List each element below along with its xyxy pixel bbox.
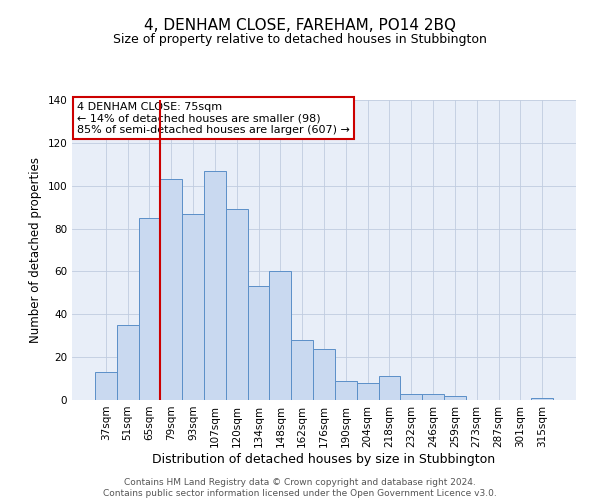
Bar (444, 396, 466, 400)
Bar (182, 214, 204, 400)
Bar (335, 380, 357, 400)
Bar (357, 383, 379, 400)
Bar (531, 398, 553, 400)
Bar (269, 272, 291, 400)
Bar (160, 180, 182, 400)
Bar (379, 376, 400, 400)
Bar (226, 210, 248, 400)
Text: Size of property relative to detached houses in Stubbington: Size of property relative to detached ho… (113, 32, 487, 46)
Bar (400, 394, 422, 400)
Bar (248, 286, 269, 400)
Text: 4 DENHAM CLOSE: 75sqm
← 14% of detached houses are smaller (98)
85% of semi-deta: 4 DENHAM CLOSE: 75sqm ← 14% of detached … (77, 102, 350, 134)
Y-axis label: Number of detached properties: Number of detached properties (29, 157, 42, 343)
X-axis label: Distribution of detached houses by size in Stubbington: Distribution of detached houses by size … (152, 452, 496, 466)
Bar (204, 170, 226, 400)
Text: Contains HM Land Registry data © Crown copyright and database right 2024.
Contai: Contains HM Land Registry data © Crown c… (103, 478, 497, 498)
Bar (117, 325, 139, 400)
Bar (313, 348, 335, 400)
Text: 4, DENHAM CLOSE, FAREHAM, PO14 2BQ: 4, DENHAM CLOSE, FAREHAM, PO14 2BQ (144, 18, 456, 32)
Bar (422, 394, 444, 400)
Bar (95, 372, 117, 400)
Bar (291, 340, 313, 400)
Bar (139, 218, 160, 400)
